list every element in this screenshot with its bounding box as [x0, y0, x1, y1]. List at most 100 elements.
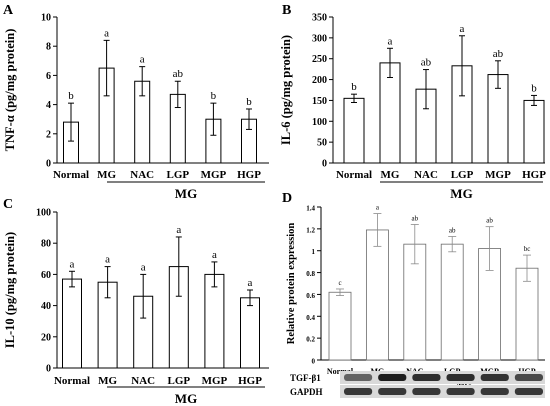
blot-band [514, 388, 543, 395]
significance-label-b: b [351, 81, 357, 93]
y-tick-label-b: 100 [312, 117, 327, 128]
blot-band [344, 388, 373, 395]
significance-label-d: a [376, 204, 380, 212]
significance-label-d: ab [449, 227, 456, 235]
group-label-b: MG [450, 186, 472, 201]
y-tick-label-d: 0.4 [306, 314, 315, 322]
significance-label-a: b [246, 96, 252, 108]
panel-label-c: C [3, 197, 13, 212]
y-tick-label-a: 0 [46, 159, 51, 170]
blot-band [412, 374, 441, 381]
significance-label-b: a [388, 35, 393, 47]
significance-label-c: a [176, 224, 181, 236]
group-label-c: MG [175, 391, 197, 406]
group-label-a: MG [175, 186, 197, 201]
significance-label-a: b [68, 90, 74, 102]
blot-band [378, 388, 407, 395]
significance-label-a: ab [173, 68, 184, 80]
significance-label-a: a [104, 27, 109, 39]
significance-label-d: bc [524, 245, 531, 253]
significance-label-d: c [338, 279, 341, 287]
y-tick-label-b: 150 [312, 96, 327, 107]
category-label-c: NAC [131, 375, 155, 387]
y-tick-label-a: 4 [46, 100, 51, 111]
y-axis-title-c: IL-10 (pg/mg protein) [3, 232, 17, 348]
blot-band [480, 374, 509, 381]
significance-label-b: ab [421, 57, 432, 69]
category-label-a: NAC [130, 169, 154, 181]
significance-label-c: a [141, 261, 146, 273]
blot-band [446, 388, 475, 395]
y-tick-label-d: 0.2 [306, 336, 315, 344]
category-label-a: MG [97, 169, 116, 181]
category-label-c: MGP [202, 375, 228, 387]
y-tick-label-b: 300 [312, 33, 327, 44]
significance-label-b: a [460, 23, 465, 35]
y-tick-label-d: 1.2 [306, 226, 315, 234]
y-axis-title-a: TNF-α (pg/mg protein) [3, 29, 17, 152]
blot-row-label-tgf-1: TGF-β1 [290, 373, 321, 383]
y-tick-label-b: 250 [312, 54, 327, 65]
y-tick-label-b: 200 [312, 75, 327, 86]
y-tick-label-c: 80 [41, 239, 51, 250]
significance-label-c: a [105, 254, 110, 266]
panel-label-b: B [282, 3, 291, 18]
bar-c-mgp [204, 273, 225, 369]
bar-c-normal [62, 278, 82, 369]
significance-label-c: a [212, 249, 217, 261]
blot-band [412, 388, 441, 395]
significance-label-a: b [211, 90, 217, 102]
blot-band [480, 388, 509, 395]
significance-label-d: ab [486, 217, 493, 225]
blot-band [344, 374, 373, 381]
y-tick-label-d: 0 [312, 358, 316, 366]
category-label-c: LGP [167, 375, 190, 387]
category-label-c: MG [98, 375, 117, 387]
significance-label-c: a [70, 258, 75, 270]
category-label-b: Normal [336, 169, 372, 181]
significance-label-d: ab [411, 214, 418, 222]
y-tick-label-c: 0 [46, 364, 51, 375]
y-tick-label-a: 6 [46, 71, 51, 82]
y-tick-label-b: 0 [322, 159, 327, 170]
blot-band [446, 374, 475, 381]
y-tick-label-c: 20 [41, 332, 51, 343]
y-axis-title-d: Relative protein expression [286, 223, 297, 345]
y-tick-label-c: 60 [41, 270, 51, 281]
significance-label-b: ab [493, 48, 504, 60]
bar-b-normal [343, 97, 365, 164]
bar-d-normal [328, 291, 352, 361]
blot-band [378, 374, 407, 381]
y-tick-label-d: 1.4 [306, 205, 315, 213]
y-tick-label-d: 0.6 [306, 292, 315, 300]
bar-d-lgp [440, 243, 464, 361]
blot-row-label-gapdh: GAPDH [290, 387, 323, 397]
category-label-c: HGP [238, 375, 262, 387]
category-label-a: Normal [53, 169, 89, 181]
category-label-b: NAC [414, 169, 438, 181]
panel-label-d: D [282, 191, 292, 206]
blot-band [514, 374, 543, 381]
y-tick-label-b: 50 [317, 138, 327, 149]
bar-d-mg [365, 229, 389, 361]
bar-b-hgp [523, 99, 545, 164]
y-tick-label-c: 100 [36, 208, 51, 219]
significance-label-c: a [248, 277, 253, 289]
category-label-c: Normal [54, 375, 90, 387]
bar-c-hgp [240, 297, 260, 369]
bar-d-hgp [515, 267, 539, 361]
y-tick-label-a: 10 [41, 13, 51, 24]
category-label-b: HGP [522, 169, 546, 181]
y-tick-label-b: 350 [312, 13, 327, 24]
y-tick-label-c: 40 [41, 301, 51, 312]
category-label-a: MGP [201, 169, 227, 181]
significance-label-a: a [140, 54, 145, 66]
category-label-a: HGP [237, 169, 261, 181]
panel-label-a: A [3, 3, 14, 18]
category-label-b: MGP [485, 169, 511, 181]
y-tick-label-a: 2 [46, 129, 51, 140]
significance-label-b: b [531, 82, 537, 94]
category-label-b: LGP [451, 169, 474, 181]
y-tick-label-d: 0.8 [306, 270, 315, 278]
